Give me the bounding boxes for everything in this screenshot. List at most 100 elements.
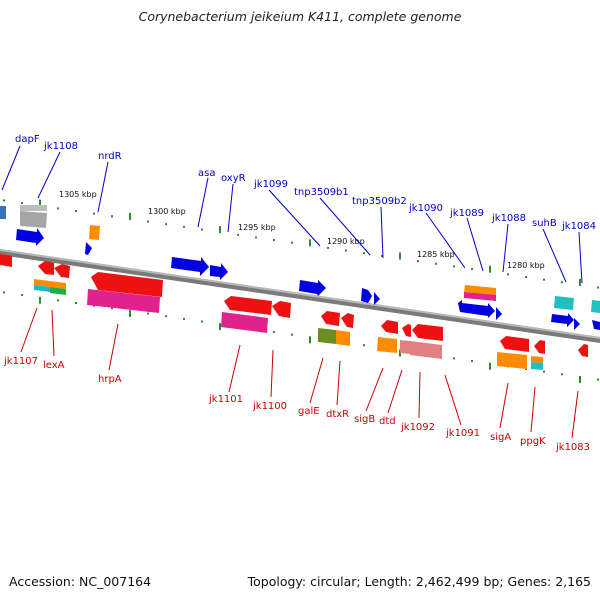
gene-label-jk1088[interactable]: jk1088 [491,213,526,224]
gene-feature[interactable] [551,313,574,327]
gene-feature[interactable] [591,300,600,313]
gene-feature[interactable] [38,261,54,275]
gene-feature[interactable] [336,330,350,346]
gene-label-nrdR[interactable]: nrdR [98,151,122,162]
gene-feature[interactable] [224,296,272,315]
gene-feature[interactable] [464,292,496,301]
gene-feature[interactable] [377,337,397,353]
gene-label-jk1091[interactable]: jk1091 [445,428,480,439]
scale-tick-major [579,278,581,286]
gene-feature[interactable] [171,257,209,276]
scale-tick [57,299,59,302]
gene-label-oxyR[interactable]: oxyR [221,173,246,184]
gene-label-tnp3509b2[interactable]: tnp3509b2 [352,196,407,207]
gene-label-dtxR[interactable]: dtxR [326,409,349,420]
gene-feature[interactable] [20,205,47,211]
chromosome-backbone-highlight [0,249,600,339]
scale-tick [57,207,59,210]
gene-label-tnp3509b1[interactable]: tnp3509b1 [294,187,349,198]
scale-tick [147,312,149,315]
gene-label-galE[interactable]: galE [298,406,320,417]
gene-feature[interactable] [574,318,580,330]
gene-feature[interactable] [531,356,543,363]
scale-tick-major [39,296,41,304]
gene-feature[interactable] [54,264,70,278]
gene-feature[interactable] [412,324,443,341]
gene-label-ppgK[interactable]: ppgK [520,436,546,447]
gene-feature[interactable] [496,307,502,320]
scale-tick [597,286,599,289]
gene-feature[interactable] [16,228,44,246]
gene-feature[interactable] [402,324,411,337]
gene-feature[interactable] [400,340,410,354]
gene-label-jk1083[interactable]: jk1083 [555,442,590,453]
gene-feature[interactable] [500,336,529,352]
scale-tick [543,370,545,373]
gene-feature[interactable] [458,300,495,318]
scale-tick-major [129,309,131,317]
gene-feature[interactable] [578,344,588,357]
scale-tick [345,249,347,252]
gene-feature[interactable] [20,211,47,228]
gene-label-sigB[interactable]: sigB [354,414,375,425]
gene-feature[interactable] [34,285,50,292]
scale-tick [75,302,77,304]
scale-tick-major [489,362,491,370]
gene-label-dtd[interactable]: dtd [379,416,396,427]
gene-feature[interactable] [531,362,543,370]
gene-feature[interactable] [299,280,326,296]
gene-label-sigA[interactable]: sigA [490,432,511,443]
gene-label-jk1089[interactable]: jk1089 [449,208,484,219]
gene-feature[interactable] [497,352,527,369]
gene-feature[interactable] [50,287,66,295]
gene-label-suhB[interactable]: suhB [532,218,557,229]
scale-tick [525,276,527,278]
gene-feature[interactable] [321,311,340,326]
gene-feature[interactable] [89,225,100,240]
gene-label-jk1101[interactable]: jk1101 [208,394,243,405]
gene-label-jk1107[interactable]: jk1107 [3,356,38,367]
gene-label-jk1108[interactable]: jk1108 [43,141,78,152]
gene-feature[interactable] [592,320,600,330]
scale-ticks-top [3,199,599,289]
gene-feature[interactable] [91,272,163,297]
scale-tick [381,254,383,257]
gene-label-lexA[interactable]: lexA [43,360,65,371]
gene-feature[interactable] [318,328,336,344]
scale-tick [561,281,563,284]
gene-feature[interactable] [87,289,160,313]
gene-feature[interactable] [374,292,380,305]
gene-feature[interactable] [361,288,372,303]
gene-feature[interactable] [464,285,496,295]
gene-feature[interactable] [50,281,66,289]
gene-label-jk1090[interactable]: jk1090 [408,203,443,214]
gene-feature[interactable] [34,279,50,287]
gene-label-asa[interactable]: asa [198,168,215,179]
gene-feature[interactable] [272,301,291,318]
scale-tick-major [399,349,401,357]
scale-tick [21,202,23,205]
gene-label-jk1092[interactable]: jk1092 [400,422,435,433]
gene-feature[interactable] [381,320,398,334]
scale-tick-major [219,226,221,234]
scale-labels: 1305 kbp 1300 kbp 1295 kbp 1290 kbp 1285… [59,190,545,270]
scale-tick-major [309,239,311,247]
scale-tick [273,239,275,242]
gene-feature[interactable] [534,340,545,354]
gene-label-jk1084[interactable]: jk1084 [561,221,596,232]
scale-label-1280: 1280 kbp [507,261,545,270]
gene-feature[interactable] [410,341,442,359]
gene-feature[interactable] [0,254,12,267]
gene-label-jk1100[interactable]: jk1100 [252,401,287,412]
gene-feature[interactable] [0,206,6,219]
gene-feature[interactable] [554,296,574,310]
gene-label-hrpA[interactable]: hrpA [98,374,122,385]
gene-feature[interactable] [221,312,268,333]
gene-feature[interactable] [210,263,228,280]
gene-feature[interactable] [85,242,92,255]
gene-label-dapF[interactable]: dapF [15,134,40,145]
gene-feature[interactable] [341,313,354,328]
gene-label-jk1099[interactable]: jk1099 [253,179,288,190]
scale-tick [435,262,437,265]
